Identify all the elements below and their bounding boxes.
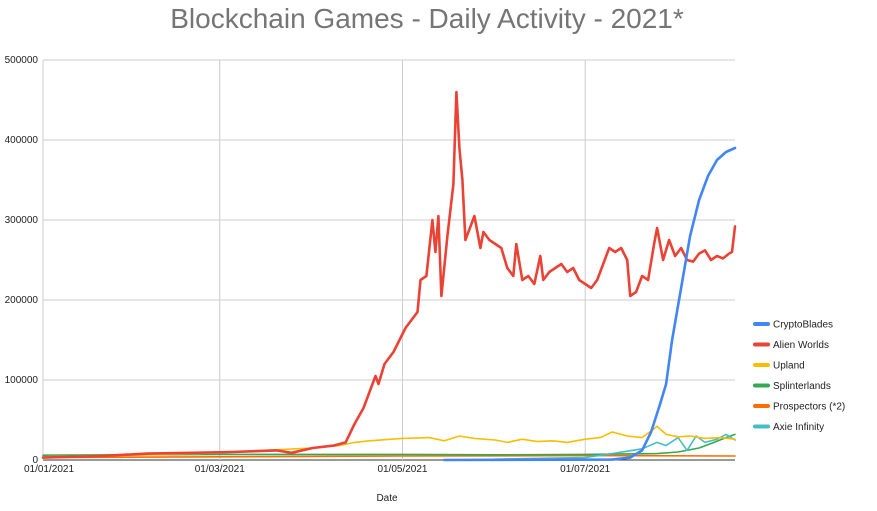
- x-axis-ticks: 01/01/2021 01/03/2021 01/05/2021 01/07/2021: [24, 464, 611, 475]
- chart-legend: CryptoBlades Alien Worlds Upland Splinterla…: [753, 320, 845, 433]
- legend-label: Alien Worlds: [773, 340, 829, 351]
- y-tick-label: 0: [32, 455, 38, 466]
- x-tick-label: 01/03/2021: [195, 464, 245, 475]
- y-axis-ticks: 0 100000 200000 300000 400000 500000: [5, 55, 39, 466]
- y-tick-label: 500000: [5, 55, 39, 66]
- chart-series: [41, 90, 737, 462]
- legend-label: Upland: [773, 361, 805, 372]
- y-tick-label: 200000: [5, 295, 39, 306]
- y-tick-label: 400000: [5, 135, 39, 146]
- x-tick-label: 01/07/2021: [560, 464, 610, 475]
- y-tick-label: 300000: [5, 215, 39, 226]
- series-line-axie-infinity: [494, 433, 736, 461]
- series-line-alien-worlds: [41, 90, 737, 459]
- y-tick-label: 100000: [5, 375, 39, 386]
- legend-label: Axie Infinity: [773, 422, 824, 433]
- series-line-upland: [42, 425, 736, 458]
- x-tick-label: 01/01/2021: [24, 464, 74, 475]
- legend-label: Splinterlands: [773, 381, 831, 392]
- legend-label: CryptoBlades: [773, 320, 833, 331]
- x-axis-label: Date: [376, 493, 398, 504]
- legend-label: Prospectors (*2): [773, 402, 845, 413]
- x-tick-label: 01/05/2021: [377, 464, 427, 475]
- chart-gridlines: [42, 59, 735, 461]
- chart-title: Blockchain Games - Daily Activity - 2021…: [170, 3, 684, 34]
- series-line-splinterlands: [42, 433, 736, 457]
- series-line-cryptoblades: [443, 146, 737, 462]
